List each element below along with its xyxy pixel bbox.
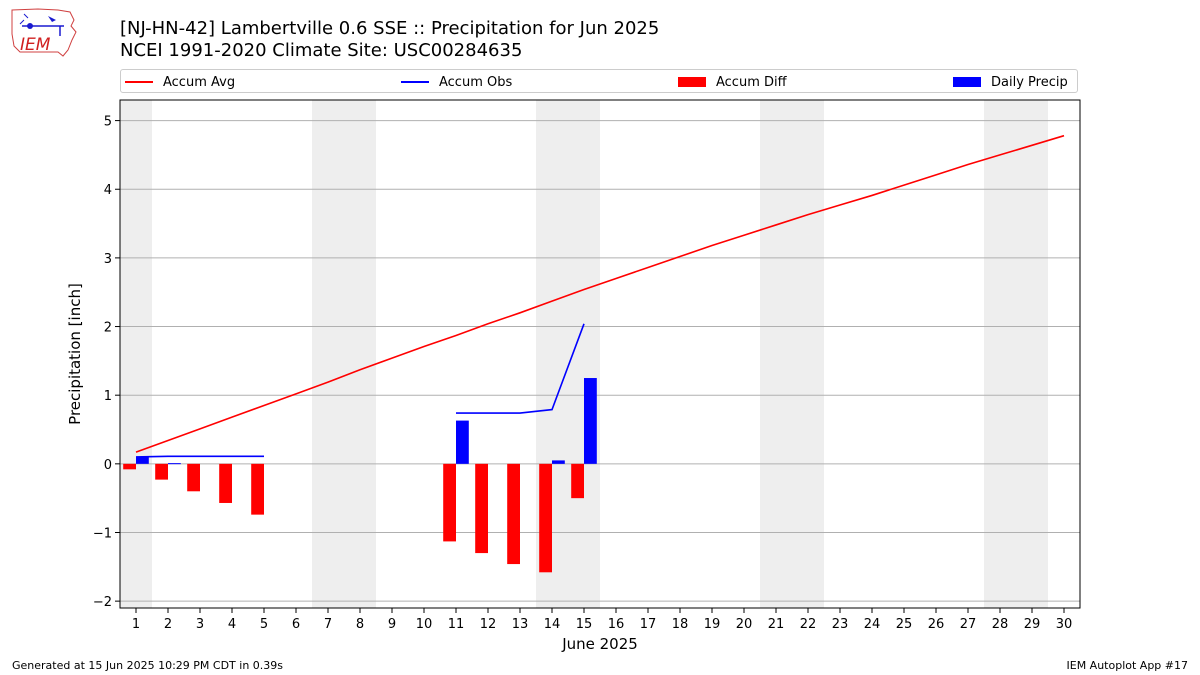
legend-label: Accum Avg: [163, 74, 236, 90]
x-tick-label: 27: [960, 617, 977, 632]
weekend-band: [984, 100, 1048, 608]
x-tick-label: 9: [388, 617, 396, 632]
weekend-band: [760, 100, 824, 608]
weekend-band: [120, 100, 152, 608]
accum-diff-bar: [155, 463, 168, 480]
legend-item-daily-precip: Daily Precip: [953, 73, 1068, 91]
accum-diff-bar: [443, 463, 456, 542]
x-tick-label: 3: [196, 617, 204, 632]
plot-frame: [119, 99, 1081, 609]
daily-precip-bar: [456, 420, 469, 464]
y-tick-label: 5: [104, 115, 112, 130]
y-axis-label: Precipitation [inch]: [66, 283, 84, 425]
iem-logo: IEM: [11, 8, 77, 57]
chart-legend: Accum Avg Accum Obs Accum Diff Daily Pre…: [120, 69, 1078, 93]
legend-item-accum-avg: Accum Avg: [125, 73, 235, 91]
daily-precip-bar: [552, 460, 565, 464]
legend-item-accum-diff: Accum Diff: [678, 73, 787, 91]
y-tick-label: 2: [104, 321, 112, 336]
x-tick-label: 2: [164, 617, 172, 632]
x-tick-label: 21: [768, 617, 785, 632]
x-tick-label: 23: [832, 617, 849, 632]
x-tick-label: 17: [640, 617, 657, 632]
accum-diff-bar: [475, 463, 488, 554]
weekend-shading: [120, 100, 1048, 608]
x-tick-label: 20: [736, 617, 753, 632]
x-tick-label: 4: [228, 617, 236, 632]
chart-title: [NJ-HN-42] Lambertville 0.6 SSE :: Preci…: [120, 18, 660, 39]
x-tick-label: 25: [896, 617, 913, 632]
x-tick-label: 6: [292, 617, 300, 632]
daily-precip-bar: [136, 456, 149, 464]
x-tick-label: 8: [356, 617, 364, 632]
accum-diff-bar: [539, 463, 552, 573]
daily-precip-bar: [168, 463, 181, 465]
accum-diff-bar: [507, 463, 520, 565]
x-tick-label: 15: [576, 617, 593, 632]
y-tick-label: 0: [104, 458, 112, 473]
legend-label: Accum Obs: [439, 74, 513, 90]
y-tick-label: −2: [93, 595, 112, 610]
legend-swatch: [401, 81, 429, 83]
accum-diff-bar: [187, 463, 200, 492]
x-tick-label: 1: [132, 617, 140, 632]
x-tick-label: 24: [864, 617, 881, 632]
x-tick-label: 29: [1024, 617, 1041, 632]
x-tick-label: 28: [992, 617, 1009, 632]
x-axis-label: June 2025: [561, 635, 638, 653]
y-tick-label: 3: [104, 252, 112, 267]
svg-text:IEM: IEM: [20, 35, 51, 55]
x-tick-label: 5: [260, 617, 268, 632]
x-tick-label: 10: [416, 617, 433, 632]
x-tick-label: 18: [672, 617, 689, 632]
bars: [123, 378, 597, 573]
legend-swatch: [125, 81, 153, 83]
x-tick-label: 26: [928, 617, 945, 632]
x-tick-label: 16: [608, 617, 625, 632]
y-gridlines: [120, 120, 1080, 602]
y-axis-ticks: −2 −1 0 1 2 3 4 5: [93, 115, 120, 610]
accum-diff-bar: [571, 463, 584, 499]
legend-swatch: [678, 77, 706, 87]
accum-diff-bar: [251, 463, 264, 515]
accum-avg-line: [135, 134, 1065, 453]
x-axis-ticks: 1 2 3 4 5 6 7 8 9 10 11 12 13 14 15 16 17 18 19 20 21 22 23 24 2…: [132, 608, 1072, 632]
chart-subtitle: NCEI 1991-2020 Climate Site: USC00284635: [120, 40, 523, 61]
x-tick-label: 11: [448, 617, 465, 632]
daily-precip-bar: [584, 378, 597, 464]
legend-label: Daily Precip: [991, 74, 1068, 90]
x-tick-label: 14: [544, 617, 561, 632]
series-lines: [135, 134, 1065, 458]
y-tick-label: −1: [93, 526, 112, 541]
weekend-band: [312, 100, 376, 608]
legend-item-accum-obs: Accum Obs: [401, 73, 512, 91]
legend-swatch: [953, 77, 981, 87]
footer-app-text: IEM Autoplot App #17: [1066, 659, 1189, 672]
y-tick-label: 1: [104, 389, 112, 404]
accum-diff-bar: [219, 463, 232, 503]
accum-obs-line: [135, 455, 264, 458]
x-tick-label: 12: [480, 617, 497, 632]
x-tick-label: 7: [324, 617, 332, 632]
accum-obs-line: [456, 323, 585, 414]
x-tick-label: 13: [512, 617, 529, 632]
accum-diff-bar: [123, 463, 136, 470]
footer-generated-text: Generated at 15 Jun 2025 10:29 PM CDT in…: [12, 659, 284, 672]
y-tick-label: 4: [104, 183, 112, 198]
x-tick-label: 22: [800, 617, 817, 632]
legend-label: Accum Diff: [716, 74, 787, 90]
x-tick-label: 30: [1056, 617, 1073, 632]
x-tick-label: 19: [704, 617, 721, 632]
